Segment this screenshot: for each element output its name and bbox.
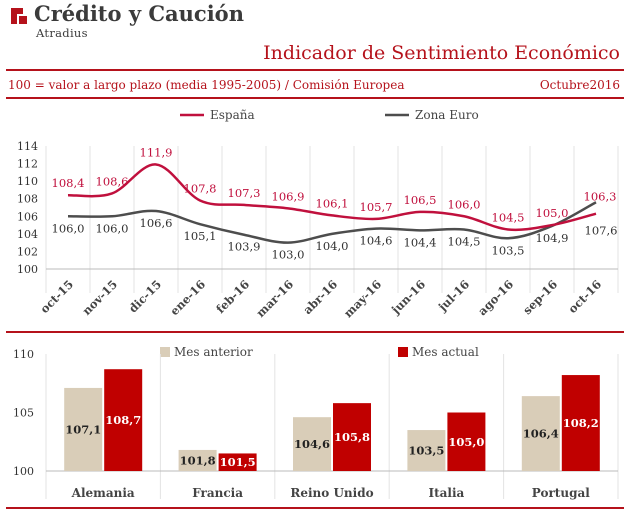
data-label-previous: 107,1 [65,422,101,436]
y-tick-label: 104 [17,228,38,241]
data-label-euro: 104,9 [536,231,569,245]
x-tick-label: sep-16 [520,277,560,317]
data-label-previous: 106,4 [523,427,559,441]
data-label-current: 108,2 [563,416,599,430]
bar-previous [521,396,560,471]
data-label-previous: 101,8 [180,453,216,467]
y-tick-label: 108 [17,193,38,206]
data-label-spain: 111,9 [140,145,173,159]
data-label-spain: 108,4 [52,176,85,190]
bar-current [104,369,143,471]
title-divider [6,69,624,71]
data-label-euro: 104,6 [360,234,393,248]
data-label-current: 105,0 [448,435,484,449]
data-label-spain: 106,1 [316,196,349,210]
data-label-euro: 106,6 [140,216,173,230]
x-tick-label: mar-16 [253,277,296,320]
brand-logo-icon [11,8,27,24]
x-tick-label: dic-15 [126,277,164,315]
x-tick-label: Francia [192,486,243,500]
data-label-euro: 105,1 [184,229,217,243]
chart-divider [6,331,624,333]
data-label-euro: 106,0 [96,221,129,235]
data-label-spain: 105,7 [360,200,393,214]
x-tick-label: Alemania [71,486,135,500]
y-tick-label: 114 [17,140,38,153]
data-label-spain: 106,0 [448,197,481,211]
x-tick-label: feb-16 [213,277,252,316]
brand-name: Crédito y Caución [34,1,244,26]
x-tick-label: abr-16 [300,277,340,317]
data-label-previous: 104,6 [294,437,330,451]
data-label-spain: 104,5 [492,210,525,224]
y-tick-label: 100 [13,465,34,478]
data-label-current: 101,5 [220,455,256,469]
data-label-euro: 104,0 [316,239,349,253]
data-label-spain: 106,5 [404,193,437,207]
y-tick-label: 106 [17,210,38,223]
legend-label-spain: España [210,108,255,122]
bar-current [561,375,600,471]
data-label-euro: 104,5 [448,234,481,248]
y-tick-label: 110 [17,175,38,188]
data-label-current: 105,8 [334,430,370,444]
series-line-euro [67,201,597,244]
y-tick-label: 105 [13,407,34,420]
bar-current [218,453,257,471]
data-label-euro: 106,0 [52,221,85,235]
x-tick-label: oct-15 [37,277,76,316]
subtitle-divider [6,97,624,99]
x-tick-label: nov-15 [79,277,120,318]
footer-divider [6,507,624,509]
bar-previous [293,417,331,471]
legend-swatch-current [398,347,408,357]
x-tick-label: Italia [428,486,464,500]
x-tick-label: Portugal [532,486,590,500]
y-tick-label: 112 [17,158,38,171]
x-tick-label: Reino Unido [290,486,373,500]
line-chart: España Zona Euro 100 102 104 106 108 110 112 114 1… [17,108,619,320]
bar-previous [64,387,103,471]
y-tick-label: 100 [17,263,38,276]
bar-current [447,412,486,471]
page-title: Indicador de Sentimiento Económico [263,42,620,64]
data-label-spain: 108,6 [96,174,129,188]
y-tick-label: 102 [17,245,38,258]
y-tick-label: 110 [13,348,34,361]
bar-chart: Mes anterior Mes actual 100 105 110 107,1 108,… [13,345,619,500]
legend-swatch-previous [160,347,170,357]
data-label-spain: 107,8 [184,181,217,195]
x-tick-label: jul-16 [435,277,472,314]
data-label-euro: 103,9 [228,240,261,254]
data-label-spain: 107,3 [228,186,261,200]
series-line-spain [67,163,597,232]
brand-subname: Atradius [36,26,88,40]
data-label-spain: 105,0 [536,206,569,220]
page-subtitle: 100 = valor a largo plazo (media 1995-20… [8,78,405,92]
data-label-spain: 106,9 [272,189,305,203]
x-tick-label: oct-16 [565,277,604,316]
x-tick-label: may-16 [341,277,384,320]
data-label-euro: 104,4 [404,235,437,249]
legend-label-euro: Zona Euro [415,108,479,122]
data-label-euro: 103,5 [492,243,525,257]
legend-label-previous: Mes anterior [174,345,253,359]
bar-previous [407,430,446,471]
bar-current [333,403,371,471]
report-date: Octubre2016 [539,78,620,92]
data-label-euro: 103,0 [272,248,305,262]
report-header: Crédito y Caución Atradius Indicador de … [0,0,630,100]
x-tick-label: jun-16 [388,277,428,317]
data-label-spain: 106,3 [584,190,617,204]
x-tick-label: ene-16 [167,277,208,318]
bar-previous [178,449,217,471]
legend-label-current: Mes actual [412,345,479,359]
x-tick-label: ago-16 [475,277,516,318]
data-label-previous: 103,5 [408,444,444,458]
data-label-euro: 107,6 [585,224,618,238]
data-label-current: 108,7 [105,413,141,427]
